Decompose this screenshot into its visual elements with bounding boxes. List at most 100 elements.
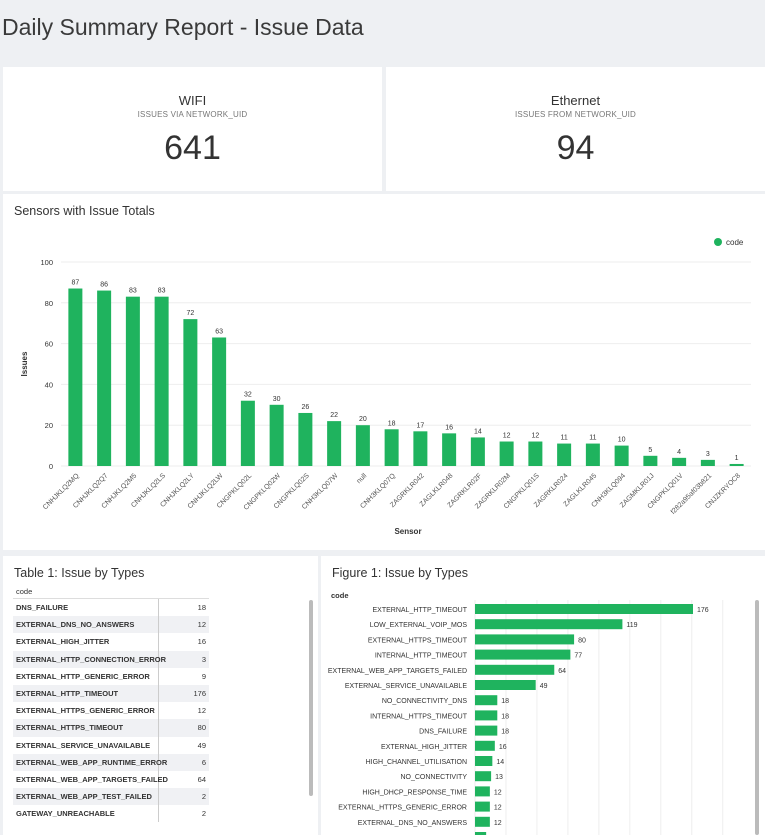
table-scrollbar[interactable]: [309, 600, 313, 796]
bar: [729, 463, 744, 466]
y-axis-title: code: [331, 591, 349, 600]
bar: [643, 455, 658, 466]
bar-value-label: 87: [71, 280, 79, 287]
table-row[interactable]: EXTERNAL_HTTPS_GENERIC_ERROR 12: [13, 702, 209, 720]
bar-value-label: 12: [531, 433, 539, 440]
cell-count: 2: [201, 809, 206, 819]
header-code: code: [16, 586, 33, 596]
bar-value-label: 20: [359, 416, 367, 423]
bar-value-label: 13: [495, 774, 503, 781]
cell-count: 18: [197, 603, 206, 613]
bar: [475, 740, 495, 751]
table-row[interactable]: EXTERNAL_HIGH_JITTER 16: [13, 633, 209, 651]
table-row[interactable]: EXTERNAL_HTTPS_TIMEOUT 80: [13, 719, 209, 737]
bar-value-label: 22: [330, 412, 338, 419]
table-row[interactable]: EXTERNAL_HTTP_GENERIC_ERROR 9: [13, 667, 209, 685]
table-row[interactable]: EXTERNAL_SERVICE_UNAVAILABLE 49: [13, 736, 209, 754]
bar-value-label: 12: [494, 789, 502, 796]
bar: [475, 801, 490, 812]
bar: [475, 710, 498, 721]
bar: [154, 296, 169, 466]
bar: [475, 695, 498, 706]
cell-count: 176: [193, 689, 206, 699]
kpi-sub: ISSUES VIA NETWORK_UID: [137, 110, 248, 119]
bar-value-label: 18: [501, 729, 509, 736]
page-title: Daily Summary Report - Issue Data: [2, 14, 364, 40]
kpi-name: WIFI: [178, 93, 207, 108]
category-label: EXTERNAL_HTTPS_GENERIC_ERROR: [338, 805, 467, 812]
table-row[interactable]: EXTERNAL_HTTP_CONNECTION_ERROR 3: [13, 650, 209, 668]
bar: [475, 619, 623, 630]
cell-code: EXTERNAL_WEB_APP_TARGETS_FAILED: [16, 770, 168, 789]
bar-value-label: 72: [186, 310, 194, 317]
kpi-ethernet: Ethernet ISSUES FROM NETWORK_UID 94: [386, 67, 765, 191]
x-axis-title: Sensor: [394, 527, 421, 536]
category-label: NO_CONNECTIVITY_DNS: [382, 698, 468, 705]
table-row[interactable]: EXTERNAL_WEB_APP_TARGETS_FAILED 64: [13, 770, 209, 789]
bar: [212, 337, 227, 466]
bar: [528, 441, 543, 466]
bar-value-label: 18: [388, 420, 396, 427]
category-label: DNS_FAILURE: [419, 729, 467, 736]
bar: [298, 412, 313, 466]
bar: [68, 288, 83, 466]
bar: [475, 786, 490, 797]
bar: [327, 421, 342, 466]
cell-count: 16: [197, 637, 206, 647]
bar: [475, 649, 571, 660]
category-label: EXTERNAL_HTTP_TIMEOUT: [372, 607, 467, 614]
bar: [614, 445, 629, 466]
figure-scrollbar[interactable]: [755, 600, 759, 835]
bar-value-label: 80: [578, 637, 586, 644]
bar: [240, 400, 255, 466]
cell-code: EXTERNAL_DNS_NO_ANSWERS: [16, 616, 159, 634]
table-row[interactable]: DNS_FAILURE 18: [13, 599, 209, 617]
cell-code: EXTERNAL_HTTPS_GENERIC_ERROR: [16, 702, 159, 720]
bar: [475, 832, 487, 835]
issue-types-bar-chart: code EXTERNAL_HTTP_TIMEOUT 176 LOW_EXTERNAL…: [328, 591, 724, 835]
bar: [269, 404, 284, 466]
cell-count: 12: [197, 706, 206, 716]
bar: [470, 437, 485, 466]
category-label: HIGH_DHCP_RESPONSE_TIME: [362, 789, 467, 796]
bar: [475, 816, 490, 827]
table-row[interactable]: EXTERNAL_WEB_APP_RUNTIME_ERROR 6: [13, 753, 209, 771]
bar-value-label: 86: [100, 282, 108, 289]
cell-code: EXTERNAL_SERVICE_UNAVAILABLE: [16, 736, 159, 754]
bar-value-label: 83: [158, 288, 166, 295]
cell-code: EXTERNAL_HTTPS_TIMEOUT: [16, 719, 159, 737]
cell-count: 3: [201, 654, 206, 664]
category-label: INTERNAL_HTTPS_TIMEOUT: [370, 713, 468, 720]
bar-value-label: 4: [677, 449, 681, 456]
category-label: NO_CONNECTIVITY: [400, 774, 467, 781]
table-row[interactable]: EXTERNAL_HTTP_TIMEOUT 176: [13, 684, 209, 703]
bar: [125, 296, 140, 466]
bar: [499, 441, 514, 466]
bar: [97, 290, 112, 466]
bar: [384, 429, 399, 466]
bar-value-label: 3: [706, 451, 710, 458]
bar-value-label: 5: [648, 447, 652, 454]
y-tick-label: 0: [49, 462, 53, 471]
cell-code: DNS_FAILURE: [16, 599, 159, 617]
table-row[interactable]: EXTERNAL_DNS_NO_ANSWERS 12: [13, 616, 209, 634]
bar-value-label: 64: [558, 668, 566, 675]
bar: [355, 425, 370, 466]
kpi-sub: ISSUES FROM NETWORK_UID: [514, 110, 637, 119]
category-label: EXTERNAL_WEB_APP_TARGETS_FAILED: [328, 668, 467, 675]
table-row[interactable]: EXTERNAL_WEB_APP_TEST_FAILED 2: [13, 788, 209, 806]
legend-swatch: [714, 238, 722, 246]
cell-count: 2: [201, 792, 206, 802]
y-tick-label: 100: [40, 258, 53, 267]
bar: [475, 634, 575, 645]
cell-code: EXTERNAL_HTTP_CONNECTION_ERROR: [16, 650, 166, 668]
bar-value-label: 14: [474, 428, 482, 435]
figure-card: Figure 1: Issue by Types code EXTERNAL_HT…: [321, 556, 765, 835]
category-label: LOW_EXTERNAL_VOIP_MOS: [370, 622, 468, 629]
cell-code: GATEWAY_UNREACHABLE: [16, 805, 159, 823]
bar: [700, 459, 715, 466]
bar-value-label: 17: [416, 422, 424, 429]
bar: [475, 771, 492, 782]
table-row[interactable]: GATEWAY_UNREACHABLE 2: [13, 805, 209, 823]
cell-code: EXTERNAL_WEB_APP_TEST_FAILED: [16, 788, 159, 806]
